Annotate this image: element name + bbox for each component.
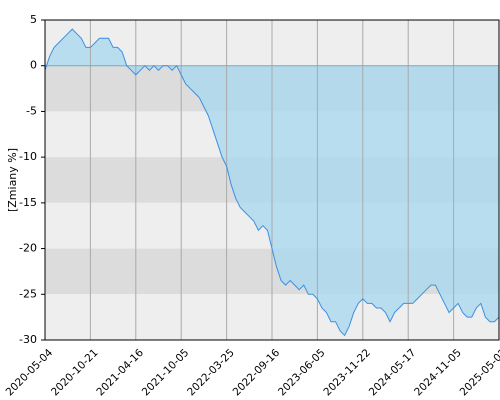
y-tick-label: -15 [19, 196, 37, 209]
line [44, 28, 500, 337]
x-tick-label: 2024-05-17 [367, 347, 419, 399]
y-tick-label: -10 [19, 150, 37, 163]
x-tick-label: 2020-10-21 [49, 347, 101, 399]
y-tick-label: 0 [30, 59, 37, 72]
y-tick-label: -5 [26, 104, 37, 117]
x-tick-label: 2023-06-05 [276, 347, 328, 399]
x-tick-label: 2025-05-02 [458, 347, 500, 399]
x-tick-label: 2023-11-22 [321, 347, 373, 399]
x-tick-label: 2020-05-04 [4, 347, 56, 399]
y-tick-label: -25 [19, 287, 37, 300]
x-tick-label: 2021-10-05 [140, 347, 192, 399]
y-tick-label: -30 [19, 333, 37, 346]
plot-frame [44, 19, 500, 341]
x-tick-label: 2021-04-16 [94, 347, 146, 399]
y-tick-label: -20 [19, 242, 37, 255]
y-axis-label: [Zmiany %] [6, 148, 19, 212]
x-tick-label: 2024-11-05 [412, 347, 464, 399]
x-tick-label: 2022-09-16 [231, 347, 283, 399]
y-tick-label: 5 [30, 13, 37, 26]
x-tick-label: 2022-03-25 [185, 347, 237, 399]
